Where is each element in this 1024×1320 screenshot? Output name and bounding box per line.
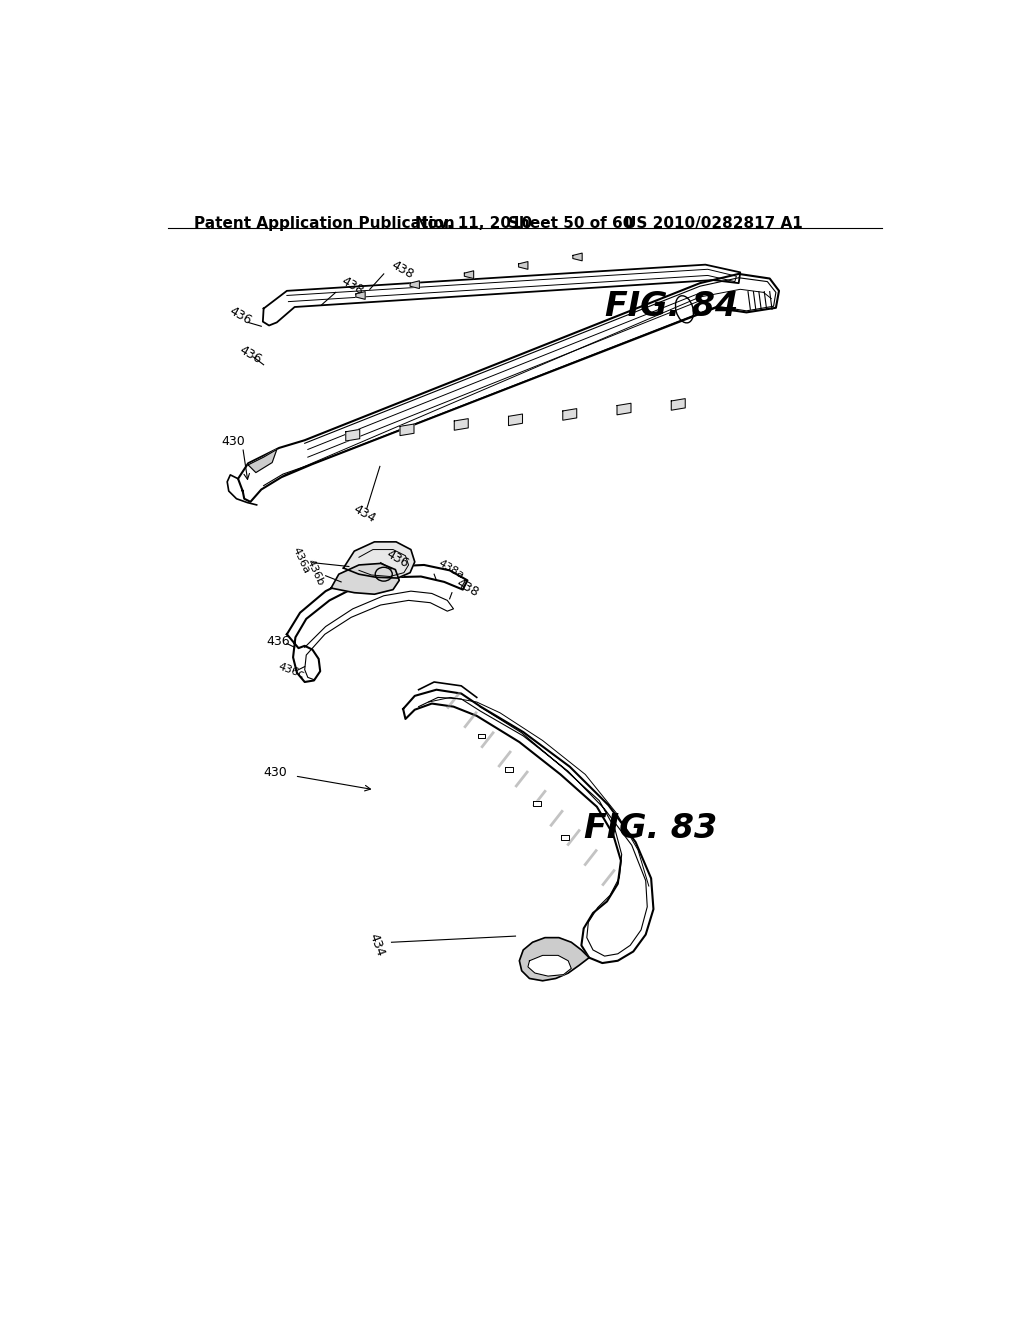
Text: 434: 434 — [351, 503, 378, 525]
Polygon shape — [356, 292, 366, 300]
Text: 430: 430 — [221, 436, 245, 449]
Text: 438: 438 — [339, 275, 366, 298]
Text: Nov. 11, 2010: Nov. 11, 2010 — [415, 216, 531, 231]
Polygon shape — [617, 404, 631, 414]
Polygon shape — [519, 937, 589, 981]
Polygon shape — [561, 836, 569, 840]
Text: FIG. 84: FIG. 84 — [604, 290, 738, 323]
Polygon shape — [238, 275, 779, 502]
Polygon shape — [410, 281, 420, 289]
Text: 436: 436 — [384, 548, 411, 570]
Polygon shape — [343, 543, 415, 578]
Text: 436: 436 — [237, 343, 263, 366]
Text: US 2010/0282817 A1: US 2010/0282817 A1 — [624, 216, 803, 231]
Polygon shape — [534, 801, 541, 807]
Polygon shape — [509, 414, 522, 425]
Polygon shape — [672, 399, 685, 411]
Text: 436c: 436c — [276, 661, 306, 680]
Text: 436: 436 — [227, 305, 254, 327]
Polygon shape — [477, 734, 485, 738]
Text: Patent Application Publication: Patent Application Publication — [194, 216, 455, 231]
Text: 438a: 438a — [436, 558, 466, 581]
Polygon shape — [563, 409, 577, 420]
Polygon shape — [455, 418, 468, 430]
Text: 436: 436 — [266, 635, 290, 648]
Text: 436a: 436a — [291, 545, 311, 576]
Polygon shape — [572, 253, 583, 261]
Polygon shape — [506, 767, 513, 772]
Text: 438: 438 — [454, 577, 480, 599]
Polygon shape — [518, 261, 528, 269]
Text: 434: 434 — [367, 932, 387, 958]
Polygon shape — [331, 564, 399, 594]
Text: 438: 438 — [389, 259, 416, 281]
Polygon shape — [528, 956, 571, 977]
Text: 436b: 436b — [305, 558, 326, 587]
Polygon shape — [464, 271, 474, 279]
Polygon shape — [346, 429, 359, 441]
Polygon shape — [403, 689, 653, 964]
Polygon shape — [263, 264, 740, 326]
Text: 430: 430 — [263, 767, 288, 779]
Polygon shape — [287, 565, 467, 682]
Text: FIG. 83: FIG. 83 — [584, 812, 717, 845]
Text: Sheet 50 of 60: Sheet 50 of 60 — [508, 216, 633, 231]
Polygon shape — [248, 449, 276, 473]
Polygon shape — [400, 424, 414, 436]
